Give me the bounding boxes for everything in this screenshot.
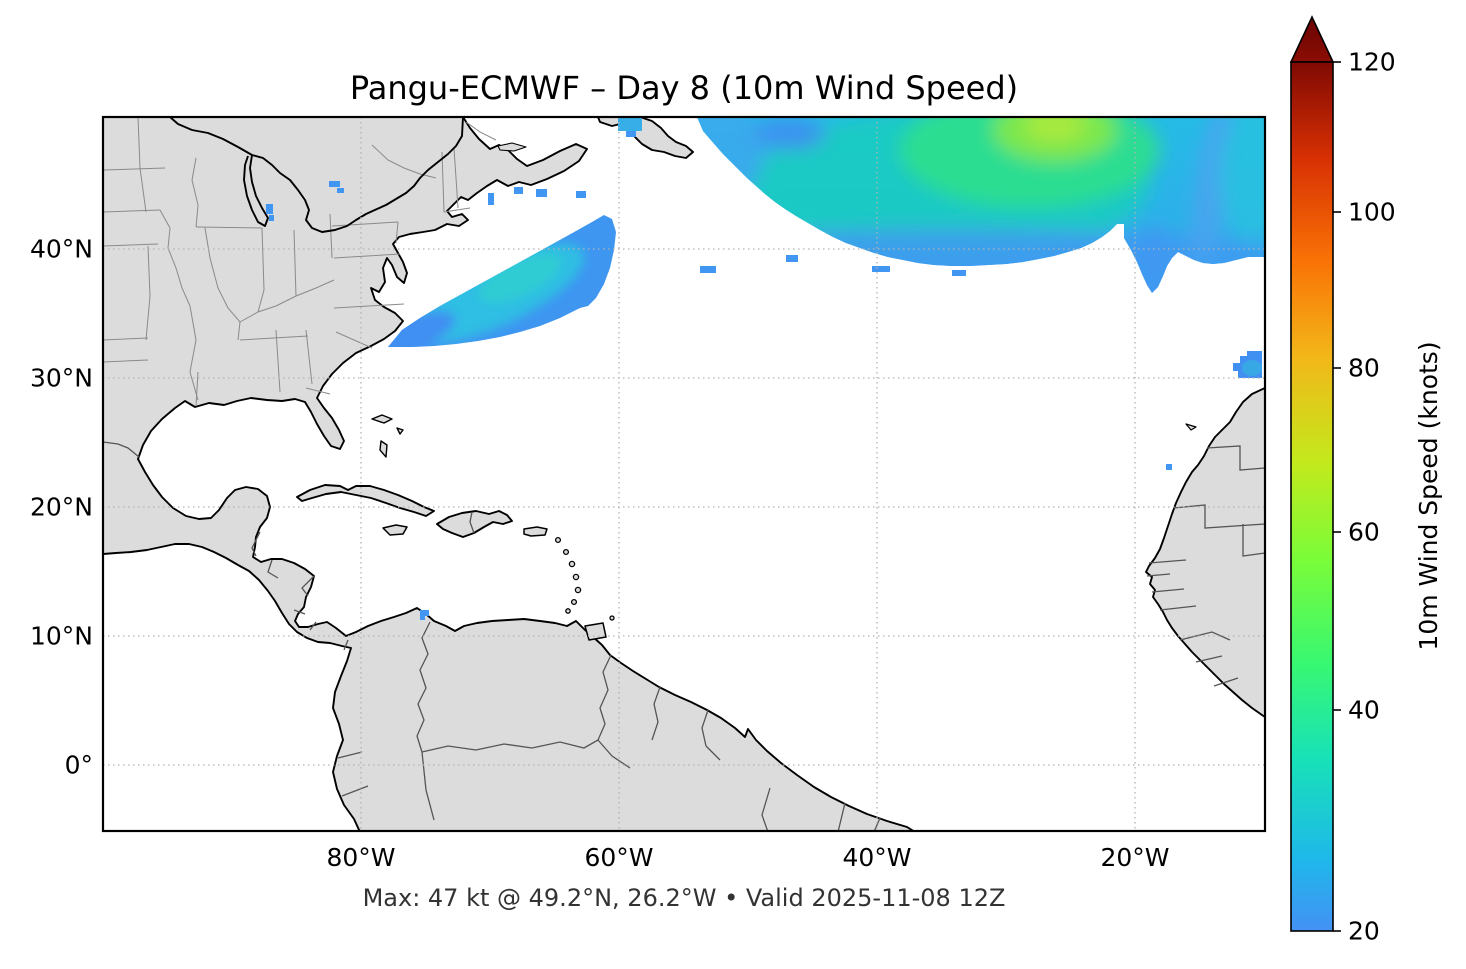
trinidad-island [584, 622, 607, 641]
cbar-tick-40: 40 [1348, 696, 1380, 725]
colorbar-axis-label: 10m Wind Speed (knots) [1414, 341, 1443, 650]
land-polygons [103, 117, 1265, 831]
x-tick-60w: 60°W [584, 843, 653, 872]
wind-patch-morocco [1233, 351, 1262, 378]
blue-dimple [750, 118, 826, 150]
x-tick-80w: 80°W [326, 843, 395, 872]
y-tick-40n: 40°N [30, 235, 93, 264]
colorbar-tick-marks [1333, 61, 1341, 932]
us-state-borders [103, 117, 497, 407]
y-tick-30n: 30°N [30, 364, 93, 393]
wind-field-north-atlantic [697, 117, 1265, 293]
cbar-tick-80: 80 [1348, 354, 1380, 383]
colorbar-tick-labels: 20 40 60 80 100 120 [1348, 48, 1396, 946]
x-tick-20w: 20°W [1100, 843, 1169, 872]
africa-landmass [1145, 387, 1265, 718]
lesser-antilles-islands [554, 536, 615, 621]
light-blue-streak [1192, 117, 1232, 265]
map-gridlines [103, 117, 1265, 831]
colorbar: 20 40 60 80 100 120 10m Wind Speed (knot… [1289, 15, 1443, 946]
x-tick-40w: 40°W [842, 843, 911, 872]
canary-islands [1185, 423, 1197, 431]
chart-title: Pangu-ECMWF – Day 8 (10m Wind Speed) [350, 69, 1018, 107]
wind-max-core-47kt [1025, 117, 1085, 142]
cbar-tick-20: 20 [1348, 917, 1380, 946]
cbar-tick-100: 100 [1348, 198, 1396, 227]
prince-edward-island [497, 142, 527, 152]
x-axis-labels: 80°W 60°W 40°W 20°W [326, 843, 1169, 872]
hispaniola-island [436, 510, 513, 538]
colorbar-gradient-bar [1290, 61, 1334, 932]
y-tick-20n: 20°N [30, 493, 93, 522]
y-tick-10n: 10°N [30, 622, 93, 651]
detached-wind-pixels [700, 255, 966, 276]
great-lakes-outline [169, 117, 464, 233]
y-tick-0: 0° [65, 751, 93, 780]
puerto-rico-island [523, 526, 548, 537]
y-axis-labels: 40°N 30°N 20°N 10°N 0° [30, 235, 93, 780]
bahamas-islands [371, 414, 404, 458]
cbar-tick-120: 120 [1348, 48, 1396, 77]
max-valid-caption: Max: 47 kt @ 49.2°N, 26.2°W • Valid 2025… [363, 884, 1006, 912]
jamaica-island [382, 524, 408, 536]
colorbar-extend-arrow [1289, 15, 1335, 63]
map-area [101, 115, 1267, 833]
map-frame [101, 115, 1267, 833]
wind-field-east-coast [388, 215, 616, 347]
cuba-island [296, 484, 435, 517]
cbar-tick-60: 60 [1348, 518, 1380, 547]
wind-speck-pixels [266, 117, 1172, 620]
